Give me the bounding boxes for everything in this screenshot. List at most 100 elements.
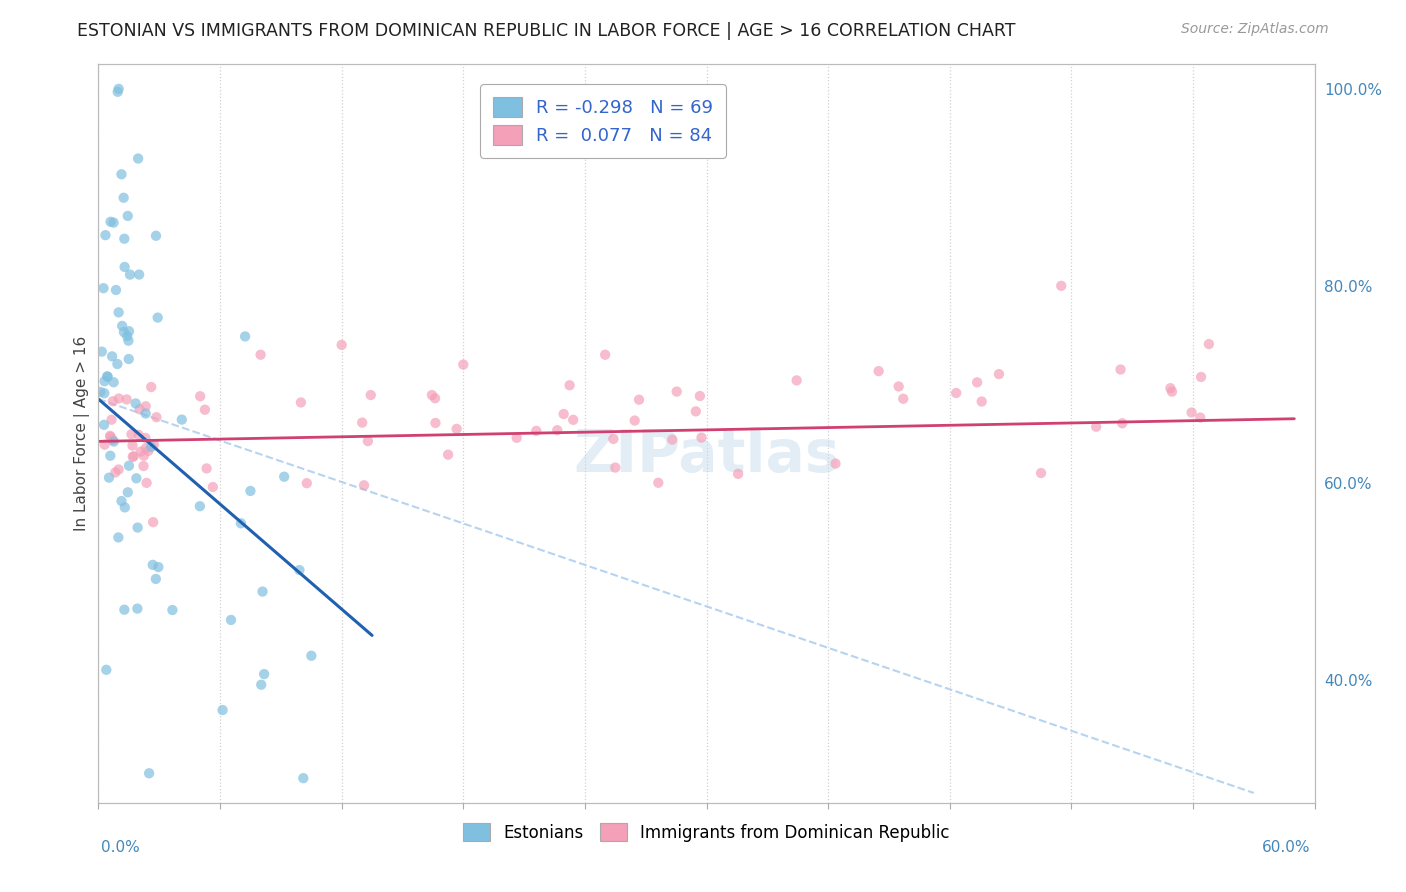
Point	[132, 458, 155, 473]
Point	[117, 485, 139, 500]
Point	[689, 389, 711, 403]
Point	[103, 216, 125, 230]
Text: 60.0%: 60.0%	[1263, 840, 1310, 855]
Point	[824, 457, 846, 471]
Point	[112, 191, 135, 205]
Point	[239, 483, 262, 498]
Point	[1189, 370, 1212, 384]
Point	[194, 402, 217, 417]
Point	[145, 410, 167, 425]
Point	[887, 379, 910, 393]
Point	[288, 563, 311, 577]
Point	[453, 358, 475, 372]
Point	[290, 395, 312, 409]
Point	[104, 283, 127, 297]
Point	[249, 348, 271, 362]
Point	[128, 268, 150, 282]
Point	[136, 443, 159, 458]
Point	[100, 430, 122, 444]
Point	[98, 449, 121, 463]
Point	[110, 167, 132, 181]
Point	[945, 386, 967, 401]
Point	[98, 429, 121, 443]
Point	[134, 431, 156, 445]
Point	[553, 407, 575, 421]
Point	[100, 413, 122, 427]
Point	[437, 448, 460, 462]
Point	[1181, 405, 1204, 419]
Point	[786, 373, 808, 387]
Point	[891, 392, 914, 406]
Point	[128, 402, 150, 417]
Point	[602, 432, 624, 446]
Point	[661, 433, 683, 447]
Point	[121, 439, 143, 453]
Point	[117, 334, 139, 348]
Point	[353, 478, 375, 492]
Point	[93, 417, 115, 432]
Point	[118, 458, 141, 473]
Point	[101, 350, 124, 364]
Point	[446, 422, 468, 436]
Point	[107, 82, 129, 96]
Point	[114, 260, 136, 274]
Point	[727, 467, 749, 481]
Point	[690, 431, 713, 445]
Point	[966, 376, 988, 390]
Point	[558, 378, 581, 392]
Point	[112, 603, 135, 617]
Point	[93, 374, 115, 388]
Point	[195, 461, 218, 475]
Point	[647, 475, 669, 490]
Point	[1111, 417, 1133, 431]
Point	[94, 228, 117, 243]
Point	[127, 152, 149, 166]
Y-axis label: In Labor Force | Age > 16: In Labor Force | Age > 16	[75, 336, 90, 531]
Point	[114, 500, 136, 515]
Point	[1109, 362, 1132, 376]
Point	[1085, 419, 1108, 434]
Point	[219, 613, 242, 627]
Point	[111, 318, 134, 333]
Point	[1198, 337, 1220, 351]
Point	[665, 384, 688, 399]
Point	[107, 462, 129, 476]
Point	[605, 460, 627, 475]
Point	[250, 678, 273, 692]
Point	[107, 531, 129, 545]
Point	[188, 389, 211, 403]
Point	[593, 348, 616, 362]
Point	[229, 516, 252, 531]
Point	[96, 663, 118, 677]
Point	[107, 305, 129, 319]
Point	[425, 416, 447, 430]
Point	[135, 407, 157, 421]
Point	[103, 434, 125, 449]
Point	[360, 388, 382, 402]
Point	[135, 399, 157, 413]
Point	[145, 572, 167, 586]
Point	[135, 475, 157, 490]
Point	[273, 469, 295, 483]
Point	[423, 391, 446, 405]
Point	[118, 268, 141, 282]
Text: ZIPatlas: ZIPatlas	[574, 427, 839, 484]
Point	[970, 394, 993, 409]
Point	[115, 329, 138, 343]
Point	[162, 603, 184, 617]
Point	[118, 351, 141, 366]
Point	[135, 441, 157, 455]
Point	[252, 584, 274, 599]
Text: 0.0%: 0.0%	[101, 840, 141, 855]
Point	[110, 494, 132, 508]
Point	[132, 449, 155, 463]
Point	[357, 434, 380, 449]
Point	[112, 325, 135, 339]
Point	[988, 367, 1011, 381]
Point	[524, 424, 547, 438]
Point	[1050, 278, 1073, 293]
Point	[211, 703, 233, 717]
Point	[127, 520, 149, 534]
Point	[101, 433, 124, 447]
Point	[623, 413, 645, 427]
